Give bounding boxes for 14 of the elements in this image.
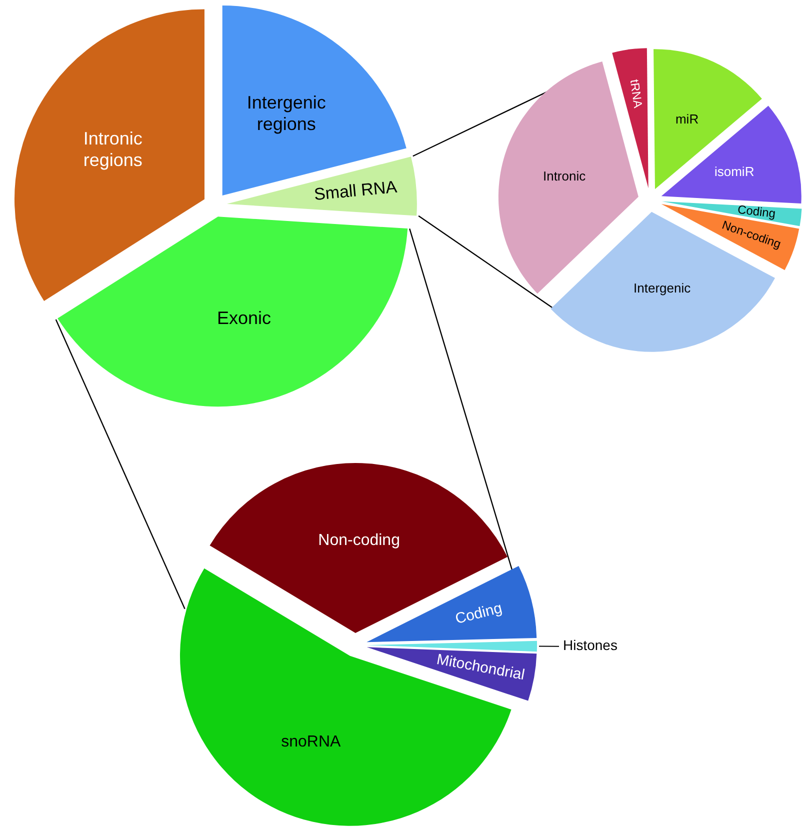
slice-label: tRNA <box>627 78 646 109</box>
slice-label: snoRNA <box>281 733 342 750</box>
slice-label: Coding <box>454 600 504 628</box>
slice-label: isomiR <box>714 164 754 180</box>
slice-label: miR <box>675 112 699 127</box>
slice-label: Non-coding <box>318 532 400 550</box>
slice-label: Intergenic regions <box>246 92 326 134</box>
slice-label: Intergenic <box>634 280 692 296</box>
slice-label: Intronic regions <box>83 128 142 170</box>
slice-label: Small RNA <box>313 177 398 204</box>
slice-label: Intronic <box>542 168 586 184</box>
slice-label: Exonic <box>216 308 271 328</box>
slice-label: Coding <box>736 202 776 221</box>
slice-label: Histones <box>562 637 618 654</box>
